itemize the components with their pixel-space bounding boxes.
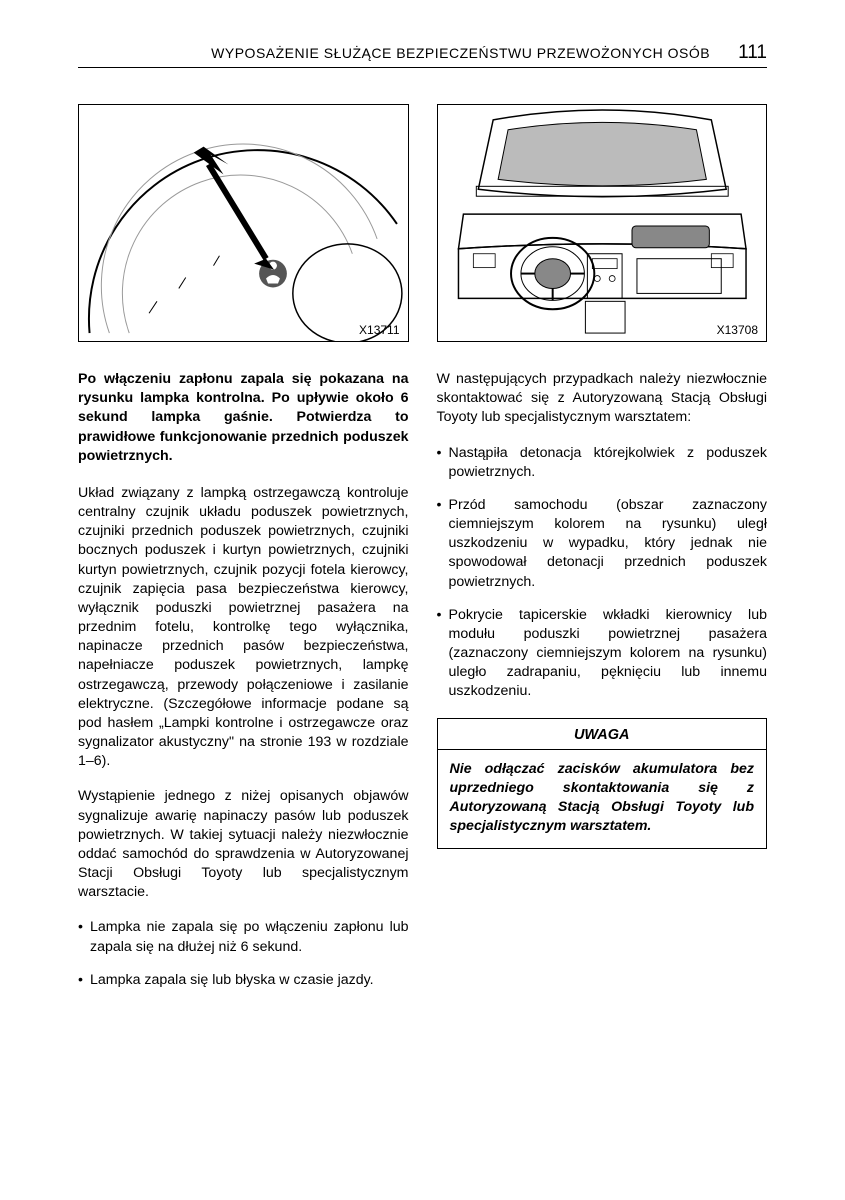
list-item: Przód samochodu (obszar zaznaczony ciemn…	[437, 496, 768, 592]
figure-label-left: X13711	[359, 323, 399, 337]
page-number: 111	[738, 42, 767, 64]
figure-dashboard-lamp: X13711	[78, 104, 409, 342]
page-header: WYPOSAŻENIE SŁUŻĄCE BEZPIECZEŃSTWU PRZEW…	[78, 42, 767, 68]
list-item: Pokrycie tapicerskie wkładki kierownicy …	[437, 606, 768, 702]
notice-box: UWAGA Nie odłączać zacisków akumulatora …	[437, 718, 768, 850]
figure-car-interior: X13708	[437, 104, 768, 342]
list-item: Lampka zapala się lub błyska w czasie ja…	[78, 971, 409, 990]
left-bullet-list: Lampka nie zapala się po włączeniu zapło…	[78, 918, 409, 990]
dashboard-lamp-illustration	[79, 105, 408, 341]
left-paragraph-2: Wystąpienie jednego z niżej opisanych ob…	[78, 787, 409, 902]
right-column: X13708 W następujących przypadkach należ…	[437, 104, 768, 1006]
figure-label-right: X13708	[717, 323, 758, 337]
car-interior-illustration	[438, 105, 767, 341]
left-column: X13711 Po włączeniu zapłonu zapala się p…	[78, 104, 409, 1006]
notice-title: UWAGA	[438, 719, 767, 750]
intro-bold-paragraph: Po włączeniu zapłonu zapala się pokazana…	[78, 370, 409, 466]
content-columns: X13711 Po włączeniu zapłonu zapala się p…	[78, 104, 767, 1006]
right-bullet-list: Nastąpiła detonacja którejkolwiek z podu…	[437, 444, 768, 702]
list-item: Nastąpiła detonacja którejkolwiek z podu…	[437, 444, 768, 482]
left-paragraph-1: Układ związany z lampką ostrzegawczą kon…	[78, 484, 409, 772]
right-intro-paragraph: W następujących przypadkach należy niezw…	[437, 370, 768, 428]
header-title: WYPOSAŻENIE SŁUŻĄCE BEZPIECZEŃSTWU PRZEW…	[211, 45, 710, 61]
notice-body: Nie odłączać zacisków akumulatora bez up…	[450, 760, 755, 837]
list-item: Lampka nie zapala się po włączeniu zapło…	[78, 918, 409, 956]
